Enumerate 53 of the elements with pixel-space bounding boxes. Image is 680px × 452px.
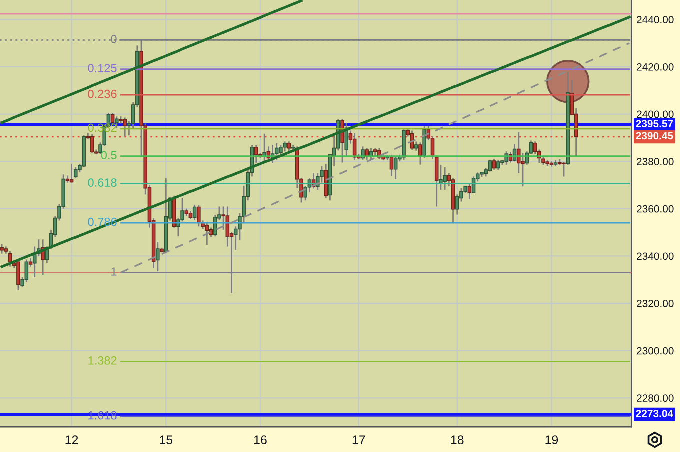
candlestick	[24, 259, 29, 283]
y-tick-label: 2280.00	[637, 394, 674, 402]
candlestick	[279, 144, 283, 156]
ref-line-label: 2395.57	[636, 120, 674, 128]
ref-line-label: 2273.04	[636, 410, 674, 418]
candlestick	[496, 159, 500, 171]
y-tick-label: 2380.00	[637, 158, 674, 166]
series-label: 1.382	[88, 356, 117, 365]
candlestick	[90, 134, 94, 154]
candlestick	[123, 117, 128, 138]
candlestick	[468, 183, 472, 200]
candlestick	[70, 163, 74, 184]
y-tick-label: 2340.00	[637, 252, 674, 260]
series-label: 0.618	[88, 178, 117, 187]
candlestick	[562, 161, 566, 178]
candlestick	[287, 141, 292, 152]
candlestick	[254, 144, 258, 164]
candlestick	[418, 142, 422, 166]
series-label: 0.125	[88, 64, 117, 72]
candlestick	[115, 116, 119, 130]
candlestick	[394, 156, 398, 180]
candlestick	[488, 159, 492, 172]
x-tick-label: 17	[352, 436, 366, 444]
y-tick-label: 2360.00	[637, 205, 674, 213]
ref-line-label: 2390.45	[636, 132, 674, 140]
candlestick	[192, 204, 197, 221]
x-tick-label: 12	[66, 436, 78, 444]
candlestick	[283, 141, 287, 152]
y-tick-label: 2420.00	[637, 63, 674, 71]
series-label: 0	[111, 35, 117, 44]
y-tick-label: 2320.00	[637, 300, 674, 308]
series-label: 0.5	[101, 151, 117, 160]
line-series	[120, 42, 630, 274]
x-tick-label: 15	[160, 436, 173, 445]
line-series	[0, 16, 631, 268]
candlestick	[414, 141, 418, 152]
candlestick	[390, 154, 394, 177]
y-tick-label: 2440.00	[637, 16, 674, 24]
y-tick-label: 2300.00	[637, 347, 674, 355]
line-series	[0, 0, 303, 124]
candlestick	[16, 260, 20, 292]
x-tick-label: 19	[546, 436, 558, 445]
candlestick	[197, 204, 201, 228]
y-tick-label: 2400.00	[637, 110, 674, 118]
x-tick-label: 18	[451, 436, 464, 445]
candlestick	[274, 142, 279, 161]
candlestick	[0, 244, 4, 255]
candlestick	[492, 158, 496, 171]
x-tick-label: 16	[254, 436, 267, 445]
candlestick	[443, 166, 447, 191]
candlestick	[74, 166, 78, 179]
candlestick	[205, 222, 210, 246]
series-label: 0.236	[88, 90, 117, 98]
